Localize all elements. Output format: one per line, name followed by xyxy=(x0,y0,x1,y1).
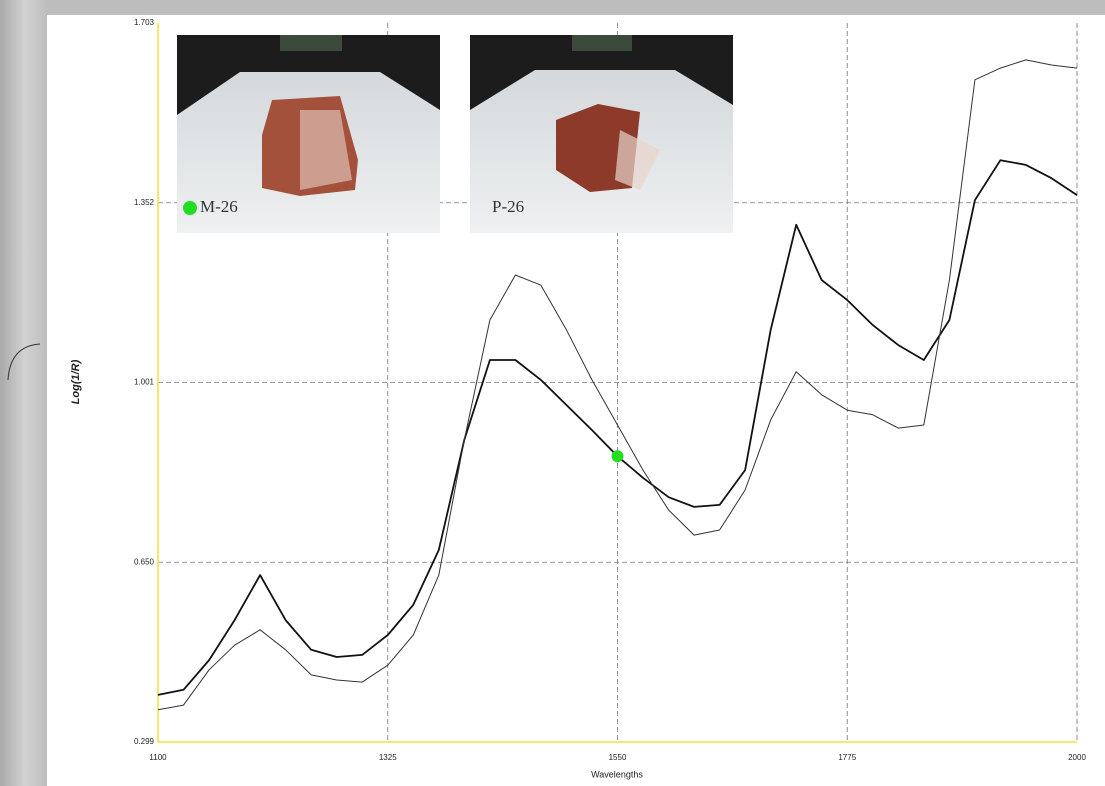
x-tick-label: 1100 xyxy=(149,753,167,762)
photo-label: M-26 xyxy=(200,197,238,216)
marker-point xyxy=(612,450,624,462)
x-tick-label: 1550 xyxy=(609,753,627,762)
chart: M-26 P-26 Log(1/R) Wavelengths 0.299 0.65… xyxy=(0,0,1105,786)
photo-label: P-26 xyxy=(492,197,524,216)
x-tick-label: 2000 xyxy=(1068,753,1086,762)
y-tick-label: 0.650 xyxy=(134,557,155,566)
y-tick-label: 1.001 xyxy=(134,378,155,387)
x-tick-label: 1775 xyxy=(838,753,856,762)
y-axis-title: Log(1/R) xyxy=(70,359,82,404)
y-tick-label: 1.352 xyxy=(134,198,155,207)
y-tick-label: 0.299 xyxy=(134,737,155,746)
page: M-26 P-26 Log(1/R) Wavelengths 0.299 0.65… xyxy=(0,0,1105,786)
x-axis-title: Wavelengths xyxy=(591,769,643,779)
x-tick-label: 1325 xyxy=(379,753,397,762)
y-tick-label: 1.703 xyxy=(134,18,155,27)
decorative-arc xyxy=(8,344,40,380)
